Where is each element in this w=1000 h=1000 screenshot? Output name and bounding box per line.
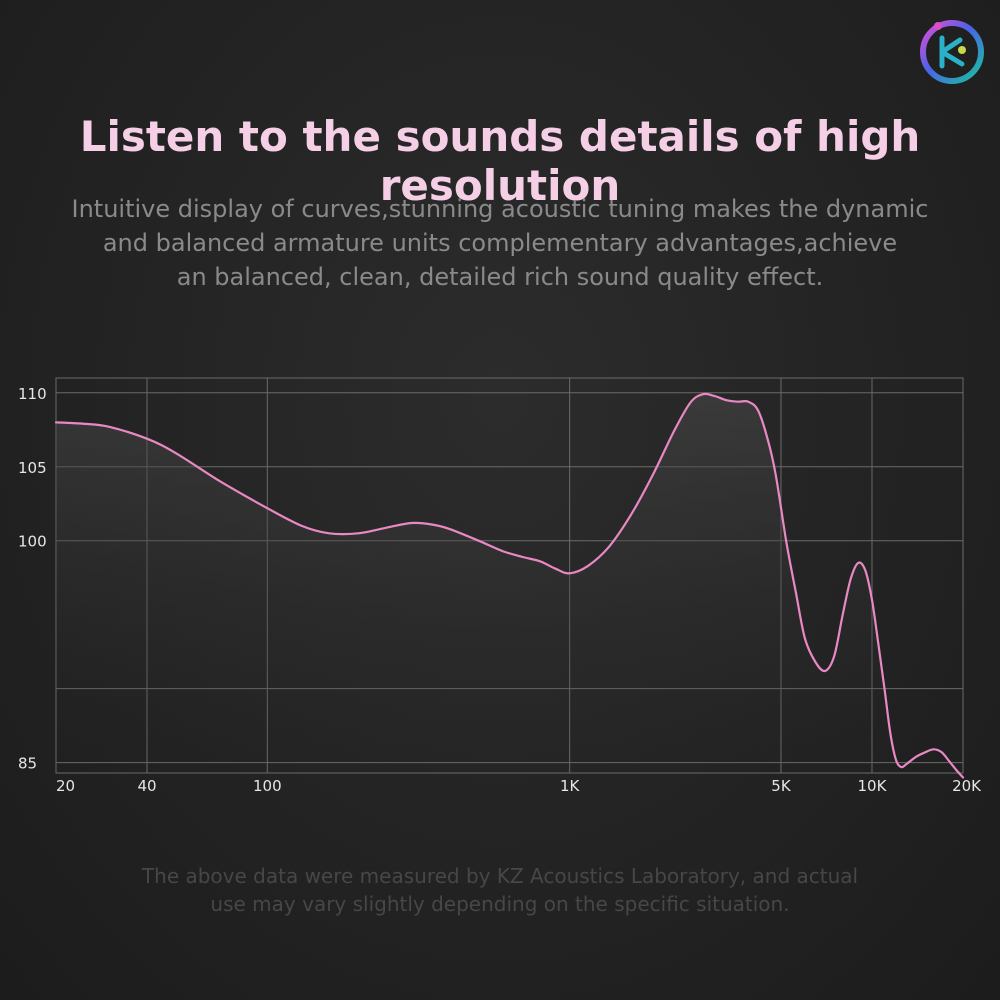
x-tick-label: 1K xyxy=(560,777,581,795)
x-tick-label: 10K xyxy=(858,777,888,795)
page-title: Listen to the sounds details of high res… xyxy=(79,112,921,210)
x-tick-label: 20 xyxy=(56,777,75,795)
subtitle-line: Intuitive display of curves,stunning aco… xyxy=(71,195,929,223)
x-tick-label: 40 xyxy=(137,777,156,795)
frequency-response-curve xyxy=(54,392,965,779)
x-tick-label: 100 xyxy=(253,777,282,795)
subtitle: Intuitive display of curves,stunning aco… xyxy=(40,192,960,294)
subtitle-line: and balanced armature units complementar… xyxy=(102,229,898,257)
footnote: The above data were measured by KZ Acous… xyxy=(40,862,960,918)
y-tick-label: 110 xyxy=(18,385,47,403)
y-tick-label: 100 xyxy=(18,533,47,551)
response-area-fill xyxy=(56,393,963,778)
subtitle-line: an balanced, clean, detailed rich sound … xyxy=(176,263,824,291)
y-tick-label: 105 xyxy=(18,459,47,477)
x-tick-label: 5K xyxy=(771,777,792,795)
y-tick-label: 85 xyxy=(18,755,37,773)
footnote-line: The above data were measured by KZ Acous… xyxy=(141,864,859,888)
footnote-line: use may vary slightly depending on the s… xyxy=(210,892,790,916)
frequency-response-chart: 110 105 100 85 20 40 100 1K 5K 10K 20K xyxy=(18,377,982,795)
kz-brand-logo-icon xyxy=(920,20,984,84)
x-tick-label: 20K xyxy=(952,777,982,795)
